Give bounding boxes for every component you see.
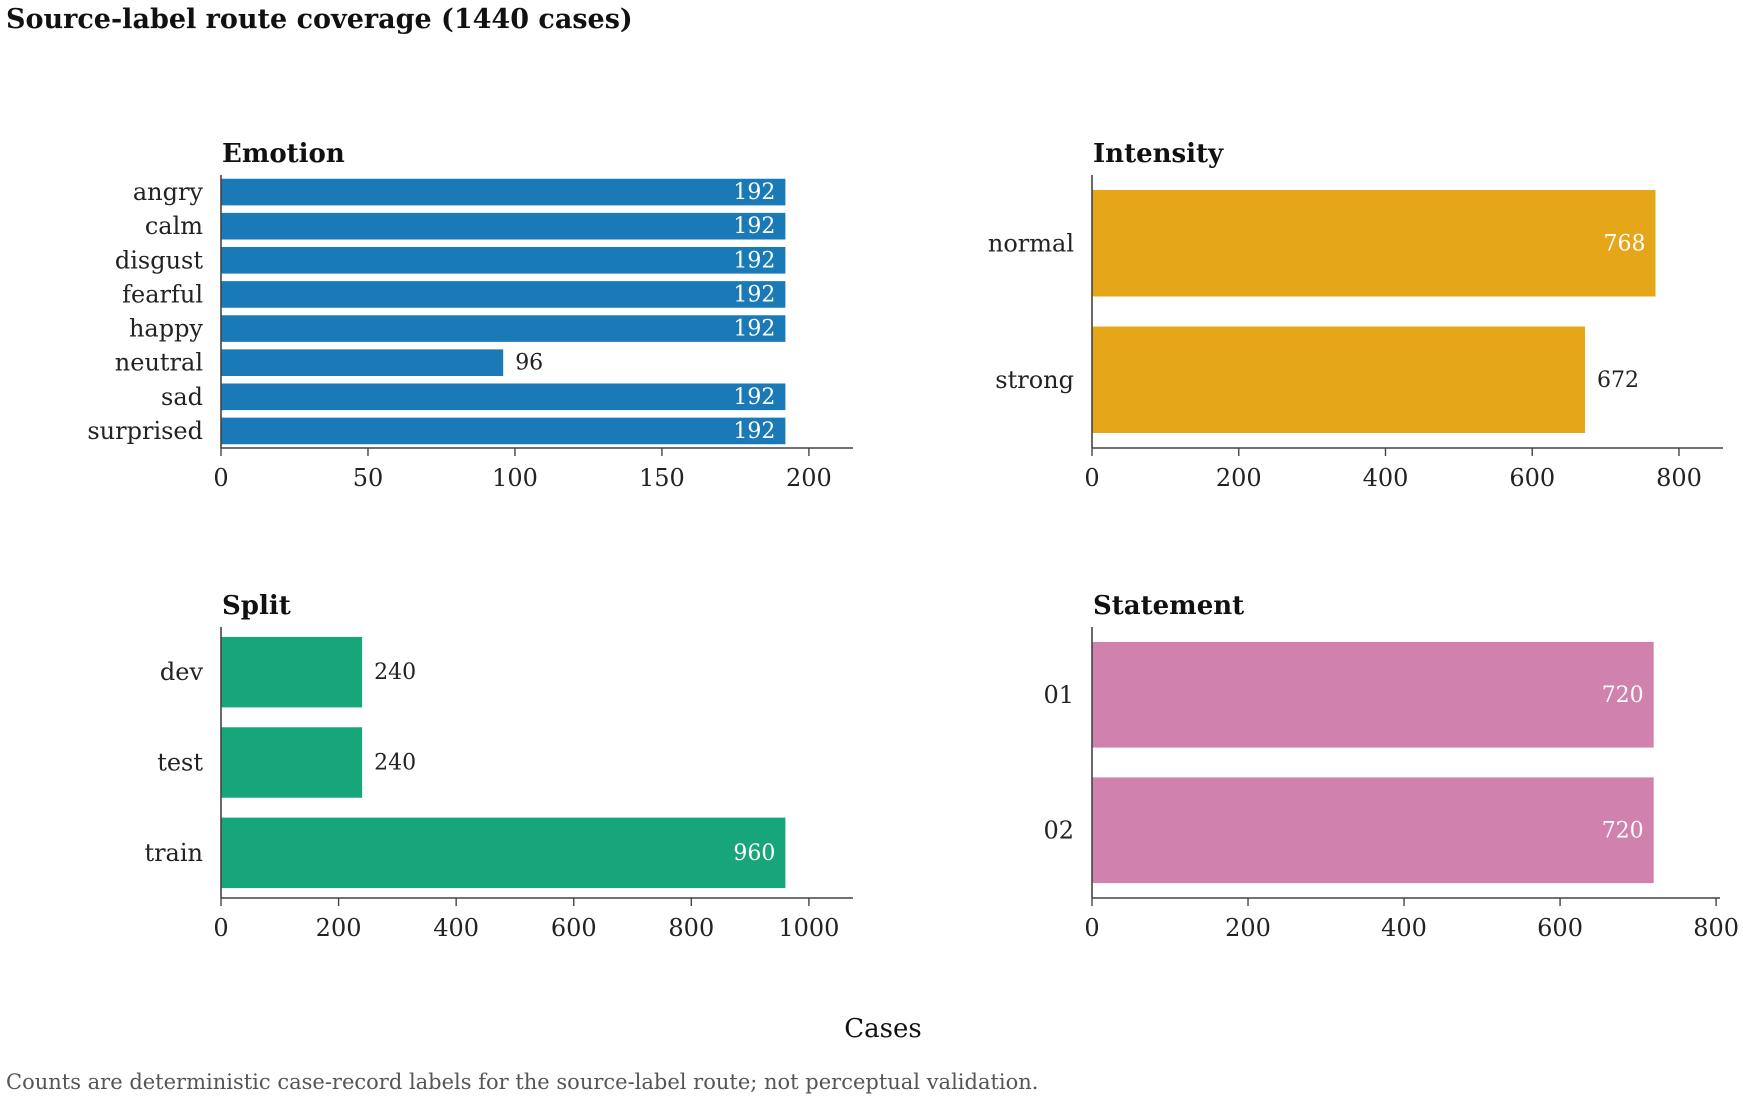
value-label-emotion-neutral: 96 xyxy=(515,351,543,376)
bar-split-dev xyxy=(221,636,363,708)
category-label-split-train: train xyxy=(144,839,203,867)
value-label-statement-01: 720 xyxy=(1602,683,1644,708)
panel-title-statement: Statement xyxy=(1093,591,1244,621)
category-label-intensity-normal: normal xyxy=(988,229,1074,257)
value-label-emotion-surprised: 192 xyxy=(733,419,775,444)
category-label-emotion-happy: happy xyxy=(129,315,203,343)
bar-emotion-disgust xyxy=(221,247,786,274)
value-label-split-test: 240 xyxy=(374,751,416,776)
x-tick-label-intensity-200: 200 xyxy=(1216,464,1262,492)
value-label-emotion-calm: 192 xyxy=(733,214,775,239)
bar-intensity-strong xyxy=(1092,326,1586,433)
x-tick-label-emotion-0: 0 xyxy=(213,464,228,492)
bar-emotion-calm xyxy=(221,212,786,240)
value-label-emotion-angry: 192 xyxy=(733,180,775,205)
x-tick-label-split-1000: 1000 xyxy=(778,914,839,942)
category-label-emotion-sad: sad xyxy=(161,383,203,411)
x-tick-label-emotion-150: 150 xyxy=(639,464,685,492)
footnote: Counts are deterministic case-record lab… xyxy=(6,1070,1038,1094)
value-label-emotion-sad: 192 xyxy=(733,385,775,410)
x-tick-label-statement-800: 800 xyxy=(1693,914,1739,942)
value-label-emotion-happy: 192 xyxy=(733,317,775,342)
x-tick-label-intensity-800: 800 xyxy=(1656,464,1702,492)
bar-emotion-angry xyxy=(221,178,786,206)
bar-intensity-normal xyxy=(1092,190,1656,297)
panel-title-intensity: Intensity xyxy=(1093,139,1224,169)
x-tick-label-statement-600: 600 xyxy=(1537,914,1583,942)
bar-emotion-sad xyxy=(221,383,786,411)
x-tick-label-split-400: 400 xyxy=(433,914,479,942)
x-tick-label-intensity-400: 400 xyxy=(1363,464,1409,492)
bar-emotion-happy xyxy=(221,315,786,342)
x-tick-label-split-600: 600 xyxy=(551,914,597,942)
bar-statement-02 xyxy=(1092,777,1654,884)
value-label-statement-02: 720 xyxy=(1602,818,1644,843)
panel-emotion: Emotion angry 192 calm 192 disgust 192 fearful 1… xyxy=(87,139,853,492)
value-label-split-dev: 240 xyxy=(374,660,416,685)
panel-title-split: Split xyxy=(222,591,291,621)
category-label-emotion-surprised: surprised xyxy=(87,417,203,445)
panel-statement: Statement 01 720 02 720 0 200 400 600 800 xyxy=(1043,591,1739,942)
x-tick-label-emotion-100: 100 xyxy=(492,464,538,492)
x-tick-label-statement-0: 0 xyxy=(1084,914,1099,942)
panel-title-emotion: Emotion xyxy=(222,139,345,169)
value-label-emotion-fearful: 192 xyxy=(733,282,775,307)
chart-panels: Emotion angry 192 calm 192 disgust 192 fearful 1… xyxy=(87,139,1739,942)
category-label-intensity-strong: strong xyxy=(995,366,1074,394)
x-tick-label-split-800: 800 xyxy=(668,914,714,942)
category-label-split-dev: dev xyxy=(160,658,204,686)
value-label-emotion-disgust: 192 xyxy=(733,248,775,273)
category-label-split-test: test xyxy=(157,749,203,777)
bar-emotion-fearful xyxy=(221,281,786,308)
category-label-emotion-disgust: disgust xyxy=(115,246,203,274)
bar-split-test xyxy=(221,727,363,798)
value-label-split-train: 960 xyxy=(733,841,775,866)
value-label-intensity-strong: 672 xyxy=(1597,368,1639,393)
bar-emotion-neutral xyxy=(221,349,504,376)
value-label-intensity-normal: 768 xyxy=(1603,231,1645,256)
panel-split: Split dev 240 test 240 train 960 0 200 400 600 800 1… xyxy=(144,591,853,942)
x-tick-label-emotion-50: 50 xyxy=(353,464,384,492)
bar-split-train xyxy=(221,817,786,889)
bar-statement-01 xyxy=(1092,641,1654,748)
x-tick-label-intensity-600: 600 xyxy=(1509,464,1555,492)
bar-emotion-surprised xyxy=(221,417,786,445)
category-label-emotion-neutral: neutral xyxy=(115,349,203,377)
category-label-statement-02: 02 xyxy=(1043,816,1074,844)
category-label-emotion-angry: angry xyxy=(133,178,204,206)
shared-x-axis-label: Cases xyxy=(844,1014,921,1044)
x-tick-label-split-200: 200 xyxy=(316,914,362,942)
x-tick-label-statement-400: 400 xyxy=(1381,914,1427,942)
x-tick-label-split-0: 0 xyxy=(213,914,228,942)
figure-title: Source-label route coverage (1440 cases) xyxy=(6,4,633,35)
panel-intensity: Intensity normal 768 strong 672 0 200 400 600 800 xyxy=(988,139,1723,492)
category-label-emotion-calm: calm xyxy=(145,212,203,240)
category-label-statement-01: 01 xyxy=(1043,681,1074,709)
x-tick-label-statement-200: 200 xyxy=(1225,914,1271,942)
x-tick-label-intensity-0: 0 xyxy=(1084,464,1099,492)
category-label-emotion-fearful: fearful xyxy=(122,280,203,308)
x-tick-label-emotion-200: 200 xyxy=(786,464,832,492)
